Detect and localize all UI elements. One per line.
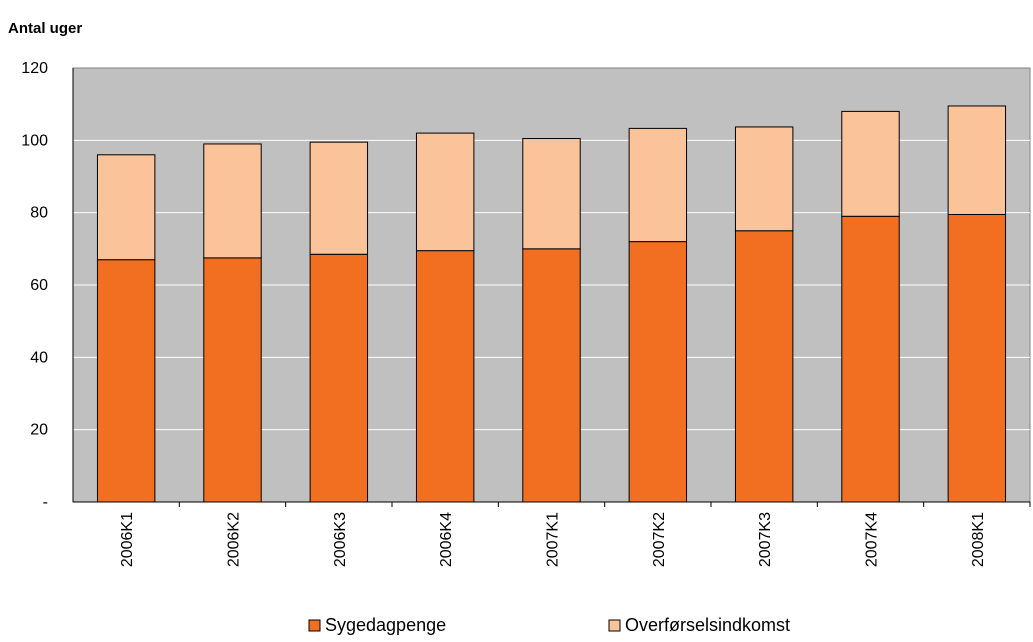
bar-sygedagpenge [841,215,900,503]
legend: Sygedagpenge Overførselsindkomst [308,615,790,635]
x-tick-label: 2007K4 [864,512,881,567]
y-tick-label: 60 [30,277,48,294]
bar-sygedagpenge [734,230,794,503]
bar-sygedagpenge [203,257,262,503]
bar-sygedagpenge [628,241,688,503]
bar-sygedagpenge [96,259,156,503]
y-tick-label: 40 [30,349,48,366]
y-tick-label: 20 [30,422,48,439]
bar-sygedagpenge [415,250,475,503]
y-tick-label: 100 [21,132,48,149]
bar-overforselsindkomst [415,132,475,252]
x-tick-label: 2006K4 [438,512,455,567]
legend-swatch [608,619,621,632]
bar-sygedagpenge [309,253,369,503]
bar-overforselsindkomst [841,110,900,217]
x-tick-label: 2006K2 [226,512,243,567]
legend-label: Overførselsindkomst [625,615,790,635]
x-tick-label: 2007K1 [545,512,562,567]
legend-label: Sygedagpenge [325,615,446,635]
y-tick-label: 80 [30,205,48,222]
bar-overforselsindkomst [947,105,1007,215]
x-tick-label: 2007K3 [757,512,774,567]
bar-overforselsindkomst [734,126,794,232]
x-tick-label: 2006K1 [119,512,136,567]
y-tick-label: - [43,494,48,511]
bar-overforselsindkomst [628,127,688,243]
y-tick-label: 120 [21,60,48,77]
bar-sygedagpenge [947,213,1007,503]
x-tick-label: 2007K2 [651,512,668,567]
bar-sygedagpenge [522,248,581,503]
bar-overforselsindkomst [522,138,581,250]
x-tick-label: 2008K1 [970,512,987,567]
axes: - 20 40 60 80 100 120 2006K1 2006K2 2006K3 2006K4 2… [21,60,1031,567]
bars [96,105,1007,503]
bar-overforselsindkomst [309,141,369,255]
bar-overforselsindkomst [203,143,262,259]
legend-swatch [308,619,321,632]
bar-overforselsindkomst [96,154,156,261]
x-tick-label: 2006K3 [332,512,349,567]
y-axis-title: Antal uger [8,20,82,37]
